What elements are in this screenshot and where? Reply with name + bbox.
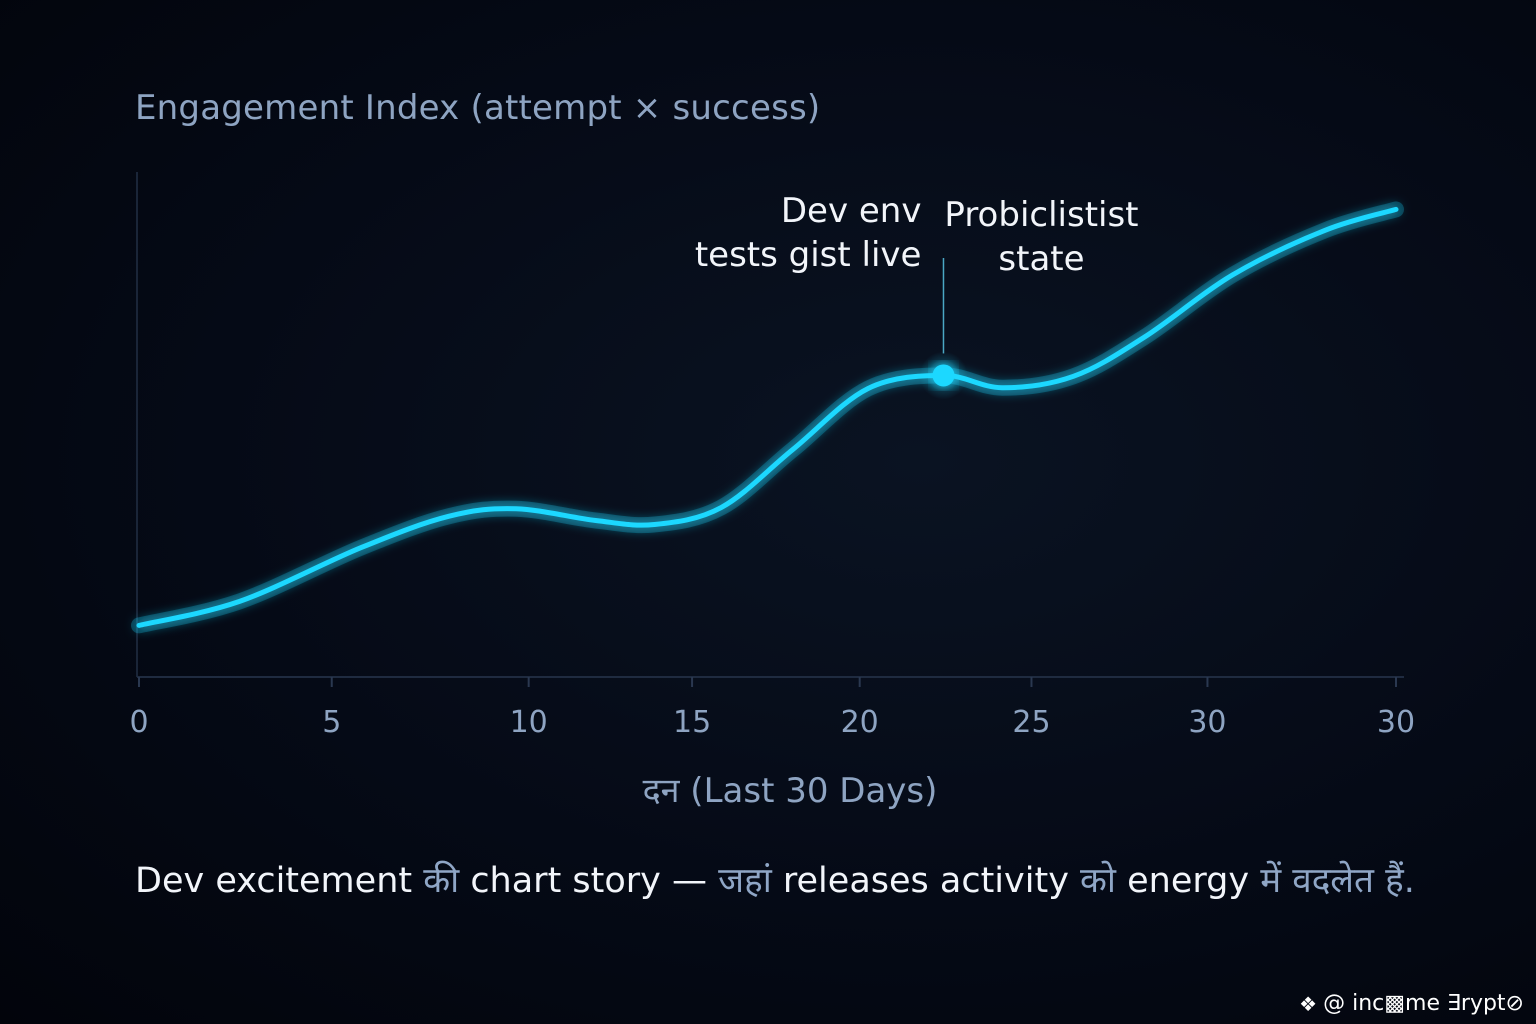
caption-part-3: chart story — [459,861,719,901]
x-tick-label: 30 [1188,705,1226,740]
x-axis-label: दन (Last 30 Days) [643,771,938,811]
watermark: ❖ @ inc▩me ∃rypt⊘ [1299,991,1524,1016]
x-tick-label: 20 [841,705,879,740]
series-line [136,206,1399,628]
caption-part-5: releases activity [771,861,1081,901]
x-tick-label: 25 [1012,705,1050,740]
caption-part-1: Dev excitement [135,861,424,901]
x-tick-label: 5 [322,705,341,740]
caption-part-8: में वदलेत हैं. [1260,861,1415,901]
x-tick-label: 30 [1377,705,1415,740]
annotation-text: Dev env [781,191,922,231]
highlight-point [932,364,955,387]
chart-title: Engagement Index (attempt × success) [135,88,821,128]
x-tick-label: 10 [510,705,548,740]
caption-part-6: को [1080,861,1116,901]
chart-caption: Dev excitement की chart story — जहां rel… [135,856,1415,903]
x-tick-label: 15 [673,705,711,740]
annotation-text: tests gist live [695,235,922,275]
caption-part-4: जहां [718,861,772,901]
caption-part-7: energy [1115,861,1261,901]
watermark-text: @ inc▩me ∃rypt⊘ [1323,991,1524,1016]
annotation-text: state [998,239,1084,279]
annotation-text: Probiclistist [944,195,1138,235]
caption-part-2: की [423,861,460,901]
x-tick-label: 0 [129,705,148,740]
diamond-logo-icon: ❖ [1299,991,1318,1016]
